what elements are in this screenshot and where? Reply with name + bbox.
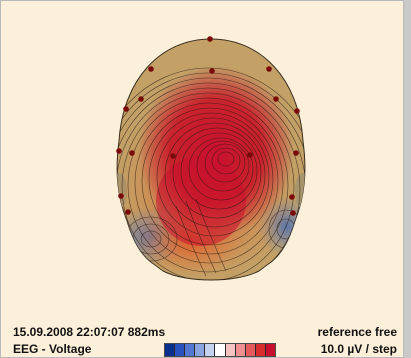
electrode xyxy=(129,150,135,156)
electrode xyxy=(123,106,129,112)
electrode xyxy=(273,96,279,102)
electrode xyxy=(148,66,154,72)
electrode xyxy=(116,148,122,154)
color-scale-swatch xyxy=(255,344,266,356)
electrode xyxy=(170,153,176,159)
color-scale-swatch xyxy=(215,344,226,356)
color-scale-swatch xyxy=(265,344,276,356)
color-scale-swatch xyxy=(225,344,236,356)
step-label: 10.0 µV / step xyxy=(320,342,397,356)
electrode xyxy=(209,68,215,74)
electrode xyxy=(138,96,144,102)
electrode xyxy=(247,152,253,158)
voltage-head-map xyxy=(116,36,306,281)
color-scale-swatch xyxy=(175,344,186,356)
color-scale-swatch xyxy=(195,344,206,356)
electrode xyxy=(118,193,124,199)
color-scale-swatch xyxy=(245,344,256,356)
electrode xyxy=(125,209,131,215)
electrode xyxy=(290,210,296,216)
electrode xyxy=(293,150,299,156)
electrode xyxy=(266,66,272,72)
electrode xyxy=(207,36,213,42)
electrode xyxy=(289,194,295,200)
reference-label: reference free xyxy=(317,325,397,339)
color-scale-swatch xyxy=(165,344,176,356)
electrodes xyxy=(116,36,300,216)
voltage-color-scale xyxy=(164,343,276,357)
electrode xyxy=(294,108,300,114)
color-scale-swatch xyxy=(185,344,196,356)
color-scale-swatch xyxy=(235,344,246,356)
timestamp-label: 15.09.2008 22:07:07 882ms xyxy=(13,325,166,339)
mode-label: EEG - Voltage xyxy=(13,342,92,356)
color-scale-swatch xyxy=(205,344,216,356)
